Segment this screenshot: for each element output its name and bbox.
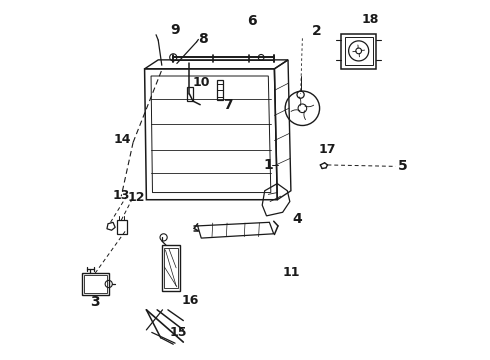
Text: 1: 1 — [264, 158, 273, 172]
Text: 16: 16 — [182, 294, 199, 307]
Text: 8: 8 — [198, 32, 208, 46]
Bar — [341, 34, 376, 69]
Text: 18: 18 — [361, 13, 378, 26]
Text: 12: 12 — [128, 191, 146, 204]
Text: 15: 15 — [170, 326, 187, 339]
Bar — [164, 248, 178, 288]
Text: 2: 2 — [312, 24, 321, 38]
Bar — [187, 87, 193, 101]
Text: 4: 4 — [292, 212, 302, 226]
Bar — [117, 220, 126, 234]
Bar — [82, 273, 109, 295]
Text: 17: 17 — [318, 143, 336, 156]
Text: 6: 6 — [247, 14, 257, 28]
Bar — [162, 245, 180, 291]
Text: 14: 14 — [114, 133, 131, 146]
Text: 10: 10 — [193, 76, 210, 89]
Bar — [344, 37, 373, 65]
Text: 9: 9 — [170, 23, 180, 37]
Text: 11: 11 — [283, 266, 300, 279]
Bar — [217, 80, 223, 100]
Text: 3: 3 — [90, 295, 100, 309]
Text: 13: 13 — [113, 189, 130, 202]
Text: 5: 5 — [398, 159, 408, 174]
Bar — [84, 275, 107, 293]
Text: 7: 7 — [223, 98, 233, 112]
